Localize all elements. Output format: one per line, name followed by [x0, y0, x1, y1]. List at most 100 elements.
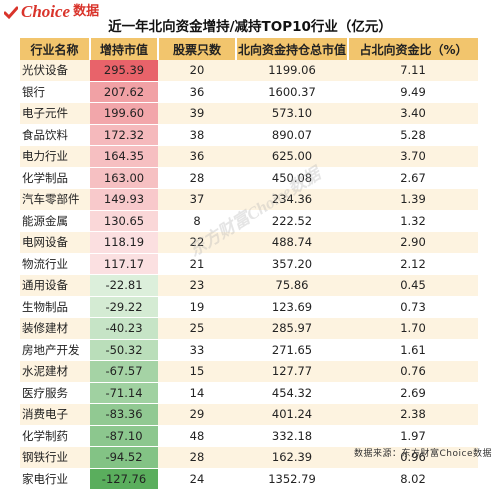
table-row: 装修建材 -40.23 25 285.97 1.70	[20, 317, 478, 340]
header-increase-value: 增持市值	[90, 38, 159, 60]
cell-total-holding: 234.36	[236, 188, 348, 211]
industry-table: 行业名称 增持市值 股票只数 北向资金持仓总市值 占北向资金比（%） 光伏设备 2…	[20, 38, 478, 490]
table-row: 医疗服务 -71.14 14 454.32 2.69	[20, 382, 478, 404]
cell-total-holding: 1600.37	[236, 81, 348, 103]
cell-stock-count: 36	[158, 81, 236, 103]
cell-industry: 家电行业	[20, 468, 90, 490]
header-row: 行业名称 增持市值 股票只数 北向资金持仓总市值 占北向资金比（%）	[20, 38, 478, 60]
cell-industry: 化学制药	[20, 425, 90, 447]
cell-stock-count: 37	[158, 188, 236, 211]
choice-logo: Choice 数据	[3, 2, 99, 22]
cell-share-pct: 0.76	[348, 360, 478, 383]
table-row: 化学制药 -87.10 48 332.18 1.97	[20, 425, 478, 447]
cell-stock-count: 20	[158, 60, 236, 82]
cell-industry: 汽车零部件	[20, 188, 90, 211]
cell-increase-value: 130.65	[90, 210, 158, 232]
table-row: 通用设备 -22.81 23 75.86 0.45	[20, 274, 478, 297]
cell-stock-count: 39	[158, 102, 236, 125]
cell-share-pct: 3.40	[348, 102, 478, 125]
cell-industry: 电子元件	[20, 102, 90, 125]
cell-industry: 生物制品	[20, 296, 90, 318]
cell-total-holding: 1199.06	[236, 60, 348, 82]
cell-stock-count: 28	[158, 446, 236, 469]
cell-share-pct: 2.12	[348, 253, 478, 275]
header-total-holding: 北向资金持仓总市值	[236, 38, 349, 60]
cell-total-holding: 127.77	[236, 360, 348, 383]
cell-total-holding: 162.39	[236, 446, 348, 469]
cell-stock-count: 24	[158, 468, 236, 490]
cell-industry: 钢铁行业	[20, 446, 90, 469]
cell-total-holding: 488.74	[236, 231, 348, 254]
cell-stock-count: 15	[158, 360, 236, 383]
cell-stock-count: 48	[158, 425, 236, 447]
cell-stock-count: 21	[158, 253, 236, 275]
cell-total-holding: 222.52	[236, 210, 348, 232]
cell-total-holding: 1352.79	[236, 468, 348, 490]
cell-stock-count: 22	[158, 231, 236, 254]
cell-total-holding: 357.20	[236, 253, 348, 275]
table-row: 汽车零部件 149.93 37 234.36 1.39	[20, 188, 478, 211]
cell-increase-value: 118.19	[90, 231, 158, 254]
data-source: 数据来源：东方财富Choice数据	[354, 449, 492, 459]
header-stock-count: 股票只数	[158, 38, 237, 60]
cell-total-holding: 890.07	[236, 124, 348, 146]
cell-industry: 房地产开发	[20, 339, 90, 361]
cell-stock-count: 33	[158, 339, 236, 361]
cell-share-pct: 0.73	[348, 296, 478, 318]
cell-increase-value: -40.23	[90, 317, 158, 340]
cell-industry: 光伏设备	[20, 60, 90, 82]
cell-increase-value: 117.17	[90, 253, 158, 275]
cell-stock-count: 29	[158, 403, 236, 426]
table-row: 生物制品 -29.22 19 123.69 0.73	[20, 296, 478, 318]
cell-share-pct: 1.39	[348, 188, 478, 211]
cell-increase-value: -71.14	[90, 382, 158, 404]
cell-industry: 物流行业	[20, 253, 90, 275]
cell-share-pct: 7.11	[348, 60, 478, 82]
cell-total-holding: 75.86	[236, 274, 348, 297]
cell-share-pct: 5.28	[348, 124, 478, 146]
cell-share-pct: 2.69	[348, 382, 478, 404]
cell-industry: 化学制品	[20, 167, 90, 189]
cell-total-holding: 573.10	[236, 102, 348, 125]
cell-share-pct: 1.61	[348, 339, 478, 361]
cell-increase-value: 207.62	[90, 81, 158, 103]
table-row: 能源金属 130.65 8 222.52 1.32	[20, 210, 478, 232]
cell-stock-count: 23	[158, 274, 236, 297]
table-row: 银行 207.62 36 1600.37 9.49	[20, 81, 478, 103]
cell-industry: 电网设备	[20, 231, 90, 254]
cell-industry: 医疗服务	[20, 382, 90, 404]
cell-industry: 水泥建材	[20, 360, 90, 383]
cell-industry: 装修建材	[20, 317, 90, 340]
table-row: 家电行业 -127.76 24 1352.79 8.02	[20, 468, 478, 490]
cell-total-holding: 123.69	[236, 296, 348, 318]
cell-stock-count: 14	[158, 382, 236, 404]
header-share-pct: 占北向资金比（%）	[348, 38, 478, 60]
table-row: 电子元件 199.60 39 573.10 3.40	[20, 102, 478, 125]
cell-share-pct: 2.67	[348, 167, 478, 189]
cell-increase-value: 164.35	[90, 145, 158, 168]
cell-increase-value: -22.81	[90, 274, 158, 297]
cell-increase-value: -83.36	[90, 403, 158, 426]
cell-increase-value: -50.32	[90, 339, 158, 361]
cell-industry: 电力行业	[20, 145, 90, 168]
cell-share-pct: 3.70	[348, 145, 478, 168]
table-row: 消费电子 -83.36 29 401.24 2.38	[20, 403, 478, 426]
table-row: 电网设备 118.19 22 488.74 2.90	[20, 231, 478, 254]
table-row: 食品饮料 172.32 38 890.07 5.28	[20, 124, 478, 146]
table-row: 化学制品 163.00 28 450.08 2.67	[20, 167, 478, 189]
cell-stock-count: 25	[158, 317, 236, 340]
cell-increase-value: -87.10	[90, 425, 158, 447]
cell-stock-count: 19	[158, 296, 236, 318]
cell-increase-value: 172.32	[90, 124, 158, 146]
cell-stock-count: 28	[158, 167, 236, 189]
cell-share-pct: 2.38	[348, 403, 478, 426]
cell-share-pct: 0.45	[348, 274, 478, 297]
cell-increase-value: -94.52	[90, 446, 158, 469]
cell-increase-value: -127.76	[90, 468, 158, 490]
cell-industry: 食品饮料	[20, 124, 90, 146]
cell-total-holding: 450.08	[236, 167, 348, 189]
cell-increase-value: 295.39	[90, 60, 158, 82]
header-industry: 行业名称	[20, 38, 91, 60]
cell-share-pct: 1.70	[348, 317, 478, 340]
cell-total-holding: 332.18	[236, 425, 348, 447]
